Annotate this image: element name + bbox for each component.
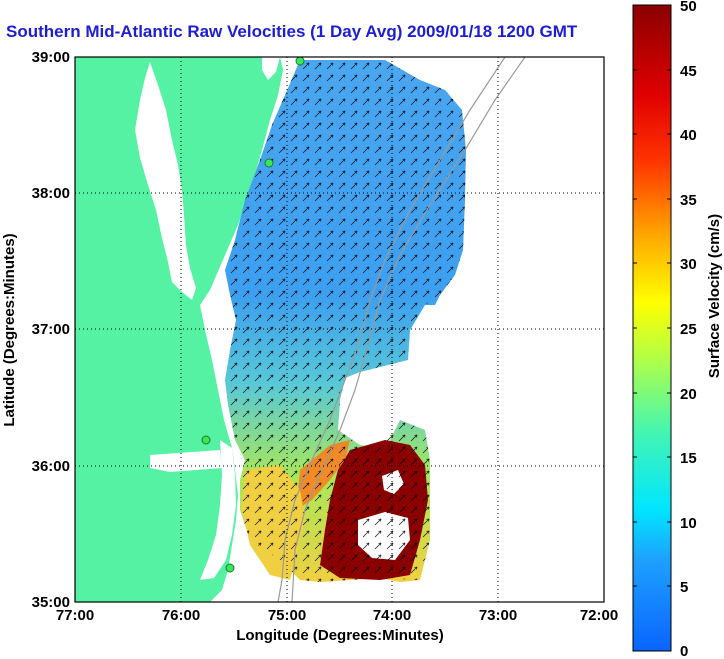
x-tick-label: 74:00 bbox=[373, 607, 411, 624]
colorbar-tick-label: 20 bbox=[680, 386, 697, 403]
pamlico-sound bbox=[200, 440, 236, 580]
colorbar-tick-label: 30 bbox=[680, 256, 697, 273]
radar-station bbox=[201, 435, 211, 445]
y-tick-label: 37:00 bbox=[32, 321, 70, 338]
y-tick-labels: 39:00 38:00 37:00 36:00 35:00 bbox=[32, 49, 70, 611]
colorbar-tick-label: 40 bbox=[680, 127, 697, 144]
colorbar-tick-label: 5 bbox=[680, 579, 688, 596]
x-tick-labels: 77:00 76:00 75:00 74:00 73:00 72:00 bbox=[56, 607, 618, 624]
colorbar-tick-label: 25 bbox=[680, 321, 697, 338]
radar-station bbox=[225, 563, 235, 573]
bathymetry-contour-outer bbox=[291, 57, 526, 602]
map-plot-area bbox=[75, 57, 604, 602]
y-tick-label: 36:00 bbox=[32, 458, 70, 475]
colorbar-tick-label: 35 bbox=[680, 192, 697, 209]
y-tick-label: 38:00 bbox=[32, 185, 70, 202]
plot-frame bbox=[74, 56, 605, 603]
y-tick-label: 35:00 bbox=[32, 594, 70, 611]
map-title: Southern Mid-Atlantic Raw Velocities (1 … bbox=[6, 22, 578, 41]
x-axis-label: Longitude (Degrees:Minutes) bbox=[236, 627, 444, 644]
colorbar-tick-label: 10 bbox=[680, 515, 697, 532]
colorbar-tick-marks bbox=[633, 4, 671, 587]
colorbar-tick-labels: 50 45 40 35 30 25 20 15 10 5 0 bbox=[680, 0, 697, 659]
radar-station bbox=[295, 57, 305, 66]
grid-lines bbox=[75, 57, 604, 602]
y-tick-label: 39:00 bbox=[32, 49, 70, 66]
x-tick-label: 77:00 bbox=[56, 607, 94, 624]
colorbar-tick-label: 15 bbox=[680, 450, 697, 467]
colorbar-tick-label: 0 bbox=[680, 643, 688, 659]
x-tick-label: 76:00 bbox=[162, 607, 200, 624]
y-axis-label: Latitude (Degrees:Minutes) bbox=[1, 233, 18, 426]
colorbar-tick-label: 50 bbox=[680, 0, 697, 15]
delaware-bay bbox=[262, 57, 280, 80]
colorbar-tick-label: 45 bbox=[680, 63, 697, 80]
colorbar bbox=[632, 4, 672, 652]
radar-station bbox=[264, 158, 274, 168]
chesapeake-bay bbox=[135, 62, 196, 300]
x-tick-label: 72:00 bbox=[580, 607, 618, 624]
x-tick-label: 75:00 bbox=[268, 607, 306, 624]
colorbar-label: Surface Velocity (cm/s) bbox=[706, 214, 723, 378]
current-vectors bbox=[225, 60, 466, 582]
x-tick-label: 73:00 bbox=[479, 607, 517, 624]
